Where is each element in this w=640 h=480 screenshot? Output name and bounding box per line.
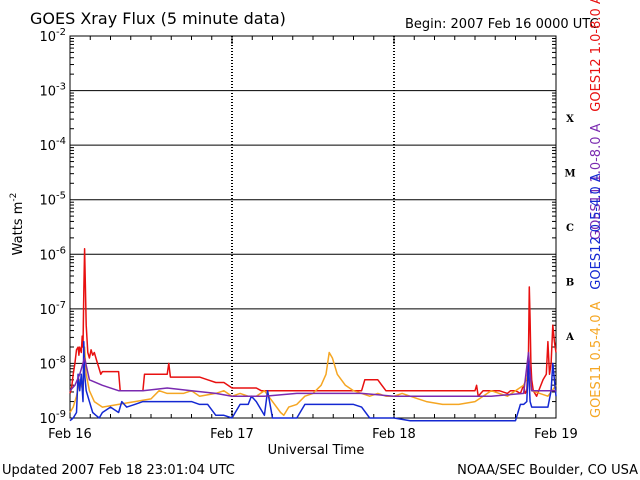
y-tick-base: 10 xyxy=(39,85,56,100)
y-tick-exponent: -8 xyxy=(56,354,66,365)
footer-updated: Updated 2007 Feb 18 23:01:04 UTC xyxy=(2,463,235,478)
y-axis-label-exponent: -2 xyxy=(9,193,19,202)
series-line xyxy=(69,351,556,397)
y-axis-label: Watts m-2 xyxy=(9,193,26,256)
y-tick-base: 10 xyxy=(39,303,56,318)
flare-class-label: B xyxy=(566,278,574,289)
x-tick-label: Feb 18 xyxy=(372,427,416,442)
y-tick-label: 10-2 xyxy=(39,27,66,45)
y-tick-label: 10-9 xyxy=(39,409,66,427)
legend-goes11-long: GOES11 1.0-8.0 A xyxy=(589,123,604,240)
y-tick-label: 10-5 xyxy=(39,191,66,209)
y-tick-base: 10 xyxy=(39,30,56,45)
y-tick-base: 10 xyxy=(39,248,56,263)
y-tick-base: 10 xyxy=(39,412,56,427)
y-tick-exponent: -6 xyxy=(56,245,66,256)
flare-class-label: C xyxy=(566,223,574,234)
plot-frame xyxy=(69,35,557,419)
chart-title: GOES Xray Flux (5 minute data) xyxy=(30,9,286,28)
x-tick-label: Feb 16 xyxy=(48,427,92,442)
legend-goes12-short: GOES12 0.5-4.0 A xyxy=(589,173,604,290)
y-tick-label: 10-8 xyxy=(39,354,66,372)
y-axis-label-text: Watts m xyxy=(11,202,26,256)
flare-class-label: X xyxy=(566,114,574,125)
legend-goes12-long: GOES12 1.0-8.0 A xyxy=(589,0,604,112)
x-tick-label: Feb 19 xyxy=(534,427,578,442)
legend-long-wavelength: GOES11 1.0-8.0 A GOES12 1.0-8.0 A xyxy=(589,0,604,240)
y-tick-label: 10-7 xyxy=(39,300,66,318)
y-tick-base: 10 xyxy=(39,357,56,372)
flare-class-label: A xyxy=(565,332,574,343)
y-tick-exponent: -9 xyxy=(56,409,66,420)
begin-label: Begin: 2007 Feb 16 0000 UTC xyxy=(405,17,599,32)
y-tick-exponent: -5 xyxy=(56,191,66,202)
series-line xyxy=(69,340,557,422)
y-tick-base: 10 xyxy=(39,194,56,209)
legend-short-wavelength: GOES11 0.5-4.0 A GOES12 0.5-4.0 A xyxy=(589,173,604,418)
x-tick-label: Feb 17 xyxy=(210,427,254,442)
y-tick-base: 10 xyxy=(39,139,56,154)
y-tick-label: 10-4 xyxy=(39,136,66,154)
y-tick-label: 10-3 xyxy=(39,82,66,100)
legend-goes11-short: GOES11 0.5-4.0 A xyxy=(589,301,604,418)
footer-credit: NOAA/SEC Boulder, CO USA xyxy=(457,463,638,478)
y-tick-exponent: -7 xyxy=(56,300,66,311)
y-tick-exponent: -4 xyxy=(56,136,66,147)
y-tick-label: 10-6 xyxy=(39,245,66,263)
y-tick-exponent: -3 xyxy=(56,82,66,93)
series-line xyxy=(69,248,557,397)
x-axis-label: Universal Time xyxy=(268,443,365,458)
y-tick-exponent: -2 xyxy=(56,27,66,38)
flare-class-label: M xyxy=(564,168,575,179)
